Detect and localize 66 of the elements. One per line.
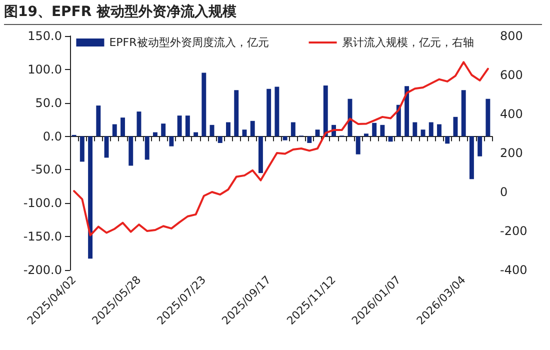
bar (453, 116, 458, 136)
bar (486, 98, 490, 136)
bar (315, 130, 320, 136)
y2-tick-label: 400 (500, 107, 523, 121)
bar (469, 136, 474, 180)
bar (250, 120, 255, 136)
bar (364, 134, 368, 136)
bar (372, 122, 377, 136)
y-tick-label: -200.0 (23, 263, 62, 277)
bar (169, 136, 174, 146)
bar (348, 98, 352, 136)
bar (96, 106, 101, 136)
y2-tick-label: -200 (500, 224, 528, 238)
bar (412, 122, 418, 136)
bar (144, 136, 150, 160)
y2-tick-label: 600 (500, 68, 523, 82)
y-tick-label: -50.0 (30, 162, 62, 177)
bar (234, 90, 239, 136)
bar (120, 118, 125, 136)
bar (445, 136, 450, 144)
bar (290, 122, 296, 136)
bar (177, 116, 182, 136)
bar (226, 122, 230, 136)
y-tick-label: 100.0 (28, 62, 62, 76)
bar (242, 130, 247, 136)
bar (274, 86, 280, 136)
y2-tick-label: 0 (500, 185, 508, 199)
y-tick-label: 50.0 (35, 96, 62, 110)
bar (323, 85, 328, 136)
legend-label: 累计流入规模，亿元，右轴 (342, 36, 474, 49)
bar (388, 136, 393, 142)
bar (437, 124, 442, 136)
y-tick-label: -150.0 (23, 230, 62, 244)
line-series (73, 61, 489, 236)
bar (404, 86, 410, 136)
bar (128, 136, 134, 166)
legend-label: EPFR被动型外资周度流入，亿元 (109, 36, 269, 49)
bar (266, 88, 272, 136)
bar (185, 116, 190, 136)
chart-title: 图19、EPFR 被动型外资净流入规模 (4, 3, 542, 25)
bar (80, 136, 84, 162)
bar (88, 136, 93, 259)
bar (194, 132, 198, 136)
y2-tick-label: 200 (500, 146, 523, 160)
bar (420, 130, 426, 136)
bar (461, 90, 466, 136)
bar (428, 122, 434, 136)
bar (136, 112, 142, 136)
bar (307, 136, 312, 143)
bar (202, 72, 206, 136)
bar (356, 136, 360, 154)
bar (152, 132, 158, 136)
y-tick-label: 0.0 (42, 129, 62, 144)
bar (161, 124, 166, 136)
y-tick-label: 150.0 (28, 29, 62, 43)
bar (380, 124, 385, 136)
bar (104, 136, 109, 158)
y-tick-label: -100.0 (23, 196, 62, 210)
bar (210, 124, 214, 136)
bar (282, 136, 288, 140)
bar (218, 136, 222, 143)
y2-tick-label: 800 (500, 29, 523, 43)
bar (258, 136, 263, 174)
bar (112, 124, 117, 136)
bar (478, 136, 482, 156)
y2-tick-label: -400 (500, 263, 528, 277)
